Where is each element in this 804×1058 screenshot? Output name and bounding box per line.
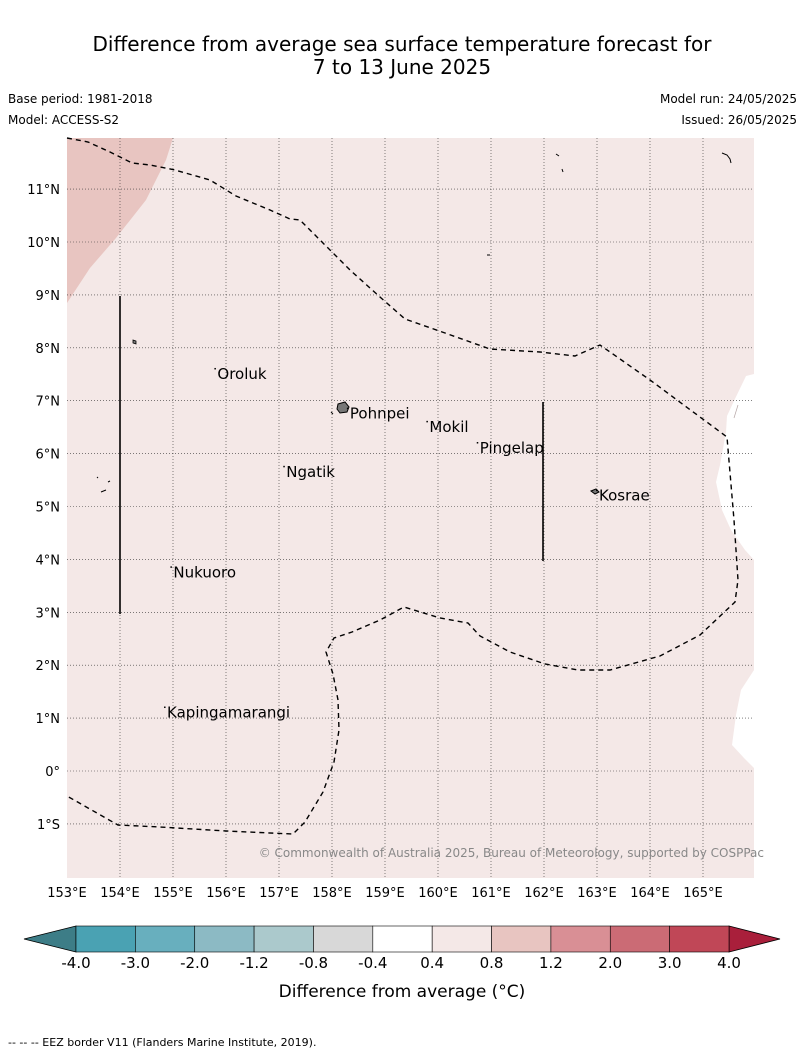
- colorbar-segment: [669, 925, 730, 953]
- near-average-area-southeast: [732, 670, 754, 768]
- place-marker: [346, 407, 349, 410]
- colorbar-segment: [194, 925, 255, 953]
- colorbar-tick: 4.0: [717, 954, 741, 972]
- place-marker: [596, 489, 598, 492]
- colorbar-segment: [372, 925, 433, 953]
- colorbar-segment: [75, 925, 136, 953]
- longitude-tick-label: 154°E: [100, 886, 140, 901]
- model-label: Model: ACCESS-S2: [8, 113, 120, 127]
- colorbar-under-arrow: [23, 925, 77, 953]
- colorbar-label: Difference from average (°C): [279, 982, 526, 1002]
- colorbar-segment: [609, 925, 670, 953]
- place-label: Ngatik: [286, 463, 335, 481]
- colorbar-segment: [253, 925, 314, 953]
- colorbar-segment: [135, 925, 196, 953]
- longitude-tick-label: 163°E: [577, 886, 617, 901]
- anomaly-field-background: [67, 138, 754, 878]
- colorbar-tick: 3.0: [658, 954, 682, 972]
- longitude-tick-label: 159°E: [365, 886, 405, 901]
- latitude-tick-label: 10°N: [27, 236, 60, 251]
- place-marker: [214, 367, 216, 370]
- colorbar-over-arrow: [728, 925, 781, 953]
- place-marker: [170, 566, 172, 568]
- latitude-tick-label: 0°: [45, 765, 60, 780]
- map-title-line-1: Difference from average sea surface temp…: [92, 32, 712, 56]
- place-labels: Oroluk Pohnpei Mokil Pingelap Ngatik Kosrae Nu…: [164, 365, 650, 722]
- place-label: Kapingamarangi: [167, 704, 290, 722]
- latitude-tick-label: 3°N: [36, 606, 61, 621]
- latitude-tick-labels: 11°N 10°N 9°N 8°N 7°N 6°N 5°N 4°N 3°N 2°N 1°N 0° 1°S: [27, 183, 60, 833]
- longitude-tick-label: 158°E: [312, 886, 352, 901]
- model-run-label: Model run: 24/05/2025: [659, 92, 797, 106]
- colorbar-tick: 0.8: [480, 954, 504, 972]
- eez-footnote: -- -- -- EEZ border V11 (Flanders Marine…: [8, 1036, 317, 1049]
- forecast-region-boundaries: [119, 296, 544, 614]
- latitude-tick-label: 5°N: [36, 501, 61, 516]
- longitude-tick-label: 162°E: [524, 886, 564, 901]
- colorbar-segment: [491, 925, 552, 953]
- colorbar-tick: -0.8: [299, 954, 328, 972]
- pohnpei-island-shape: [336, 401, 350, 414]
- latitude-tick-label: 6°N: [36, 448, 61, 463]
- latitude-tick-label: 2°N: [36, 659, 61, 674]
- copyright-notice: © Commonwealth of Australia 2025, Bureau…: [259, 846, 764, 860]
- colorbar-tick: -0.4: [358, 954, 387, 972]
- longitude-tick-label: 155°E: [153, 886, 193, 901]
- colorbar-tick-labels: -4.0 -3.0 -2.0 -1.2 -0.8 -0.4 0.4 0.8 1.2 2.0 3.0 4…: [61, 954, 741, 972]
- place-marker: [164, 706, 166, 709]
- colorbar-tick: 0.4: [420, 954, 444, 972]
- latitude-tick-label: 9°N: [36, 289, 61, 304]
- longitude-tick-label: 165°E: [683, 886, 723, 901]
- issued-label: Issued: 26/05/2025: [681, 113, 797, 127]
- latitude-tick-label: 11°N: [27, 183, 60, 198]
- longitude-tick-label: 160°E: [418, 886, 458, 901]
- sst-anomaly-map: Oroluk Pohnpei Mokil Pingelap Ngatik Kosrae Nu…: [23, 137, 781, 1002]
- latitude-tick-label: 7°N: [36, 395, 61, 410]
- eez-border: [66, 137, 739, 835]
- place-label: Kosrae: [599, 487, 650, 505]
- colorbar-tick: 2.0: [598, 954, 622, 972]
- colorbar: [23, 925, 781, 953]
- place-label: Nukuoro: [173, 563, 236, 581]
- latitude-tick-label: 8°N: [36, 342, 61, 357]
- colorbar-tick: -2.0: [180, 954, 209, 972]
- place-marker: [283, 465, 285, 468]
- colorbar-tick: -4.0: [61, 954, 90, 972]
- colorbar-tick: -1.2: [239, 954, 268, 972]
- place-label: Pingelap: [480, 439, 544, 457]
- longitude-tick-label: 161°E: [471, 886, 511, 901]
- place-label: Oroluk: [217, 365, 266, 383]
- colorbar-segment: [431, 925, 492, 953]
- colorbar-tick: 1.2: [539, 954, 563, 972]
- latitude-tick-label: 1°S: [37, 818, 60, 833]
- island-outlines: [96, 152, 732, 495]
- place-label: Mokil: [429, 418, 468, 436]
- longitude-tick-label: 156°E: [206, 886, 246, 901]
- latitude-tick-label: 4°N: [36, 553, 61, 568]
- base-period-label: Base period: 1981-2018: [8, 92, 153, 106]
- longitude-tick-labels: 153°E 154°E 155°E 156°E 157°E 158°E 159°E 160°E…: [47, 886, 723, 901]
- place-marker: [476, 442, 479, 444]
- warm-anomaly-area: [67, 138, 173, 303]
- place-marker: [426, 420, 428, 423]
- near-average-area-east: [716, 374, 754, 560]
- map-graticule: [67, 138, 754, 878]
- map-title-line-2: 7 to 13 June 2025: [312, 55, 492, 79]
- longitude-tick-label: 164°E: [630, 886, 670, 901]
- longitude-tick-label: 157°E: [259, 886, 299, 901]
- latitude-tick-label: 1°N: [36, 712, 61, 727]
- colorbar-segment: [550, 925, 611, 953]
- place-label: Pohnpei: [350, 405, 410, 423]
- colorbar-tick: -3.0: [121, 954, 150, 972]
- colorbar-segment: [313, 925, 374, 953]
- longitude-tick-label: 153°E: [47, 886, 87, 901]
